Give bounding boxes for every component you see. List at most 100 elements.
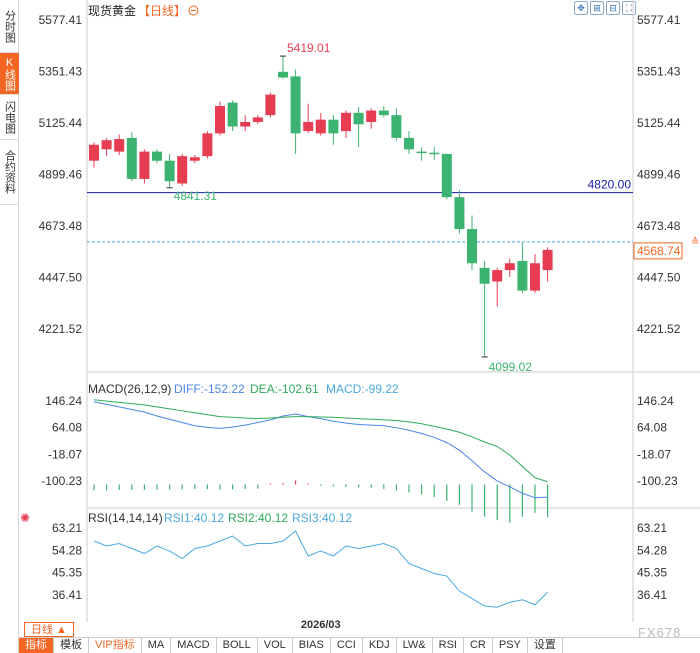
settings-gear-icon[interactable]: ✺ — [20, 511, 30, 525]
candle-body — [504, 263, 515, 271]
last-price-box — [633, 242, 683, 260]
candle-body — [177, 156, 188, 184]
circle-minus-icon[interactable] — [188, 5, 199, 16]
candle-body — [126, 137, 137, 179]
rsi1-legend: RSI1:40.12 — [164, 511, 224, 525]
main-right-tick: 5351.43 — [637, 64, 681, 78]
candle-body — [404, 137, 414, 150]
indicator-1[interactable]: 模板 — [54, 638, 89, 653]
high-label: 5419.01 — [287, 41, 331, 55]
rsi-left-tick: 45.35 — [52, 566, 82, 580]
period-button[interactable]: 日线 ▲ — [24, 622, 74, 637]
candle-body — [290, 76, 301, 134]
main-right-tick: 4673.48 — [637, 219, 681, 233]
candle-body — [252, 117, 263, 122]
tab-0[interactable]: 分时图 — [0, 0, 19, 53]
tab-3[interactable]: 合约资料 — [0, 140, 19, 205]
candle-body — [429, 152, 440, 155]
candle-body — [152, 151, 162, 161]
macd-right-tick: 64.08 — [637, 421, 667, 435]
candle-body — [366, 110, 377, 122]
main-left-tick: 5351.43 — [39, 64, 83, 78]
rsi-right-tick: 45.35 — [637, 566, 667, 580]
candle-body — [215, 106, 225, 134]
indicator-9[interactable]: KDJ — [363, 638, 397, 653]
candle-body — [517, 260, 528, 291]
move-icon[interactable]: ✥ — [574, 1, 588, 15]
macd-left-tick: -100.23 — [41, 474, 82, 488]
candle-body — [479, 267, 490, 284]
indicator-4[interactable]: MACD — [171, 638, 217, 653]
view-tabs: 分时图 K线图 闪电图 合约资料 — [0, 0, 19, 653]
indicator-14[interactable]: 设置 — [528, 638, 563, 653]
bottom-label: 4099.02 — [489, 360, 533, 374]
main-left-tick: 5125.44 — [39, 116, 83, 130]
indicator-6[interactable]: VOL — [258, 638, 293, 653]
candle-body — [265, 94, 276, 116]
indicator-0[interactable]: 指标 — [19, 638, 54, 653]
watermark: FX678 — [638, 625, 682, 640]
main-right-tick: 5125.44 — [637, 116, 681, 130]
candle-body — [89, 144, 99, 161]
rsi3-legend: RSI3:40.12 — [292, 511, 352, 525]
tab-2[interactable]: 闪电图 — [0, 95, 19, 140]
macd-dea-legend: DEA:-102.61 — [250, 382, 319, 396]
macd-diff-legend: DIFF:-152.22 — [174, 382, 245, 396]
macd-dea-line — [93, 399, 548, 483]
candle-body — [114, 139, 125, 152]
indicator-11[interactable]: RSI — [433, 638, 464, 653]
indicator-12[interactable]: CR — [464, 638, 493, 653]
indicator-10[interactable]: LW& — [397, 638, 433, 653]
candle-body — [303, 121, 314, 132]
rsi-right-tick: 63.21 — [637, 521, 667, 535]
indicator-5[interactable]: BOLL — [217, 638, 258, 653]
main-right-tick: 4221.52 — [637, 322, 681, 336]
macd-left-tick: 64.08 — [52, 421, 82, 435]
indicator-13[interactable]: PSY — [493, 638, 528, 653]
candle-body — [467, 229, 477, 264]
candle-body — [328, 119, 339, 134]
main-left-tick: 4673.48 — [39, 219, 83, 233]
main-left-tick: 4221.52 — [39, 322, 83, 336]
main-left-tick: 4447.50 — [39, 271, 83, 285]
indicator-7[interactable]: BIAS — [293, 638, 331, 653]
indicator-2[interactable]: VIP指标 — [89, 638, 142, 653]
candle-body — [189, 157, 200, 161]
candle-body — [164, 160, 175, 182]
indicator-3[interactable]: MA — [142, 638, 172, 653]
rsi-line — [93, 530, 548, 608]
main-left-tick: 5577.41 — [39, 13, 83, 27]
tab-1[interactable]: K线图 — [0, 53, 19, 95]
zoom-out-icon[interactable]: ⊟ — [606, 1, 620, 15]
candle-body — [391, 115, 402, 138]
macd-right-tick: 146.24 — [637, 394, 674, 408]
candle-body — [492, 270, 503, 282]
candle-body — [202, 133, 213, 157]
main-right-tick: 4447.50 — [637, 271, 681, 285]
macd-left-tick: -18.07 — [48, 447, 82, 461]
indicator-8[interactable]: CCI — [331, 638, 363, 653]
period-label: 【日线】 — [138, 4, 187, 18]
x-axis-label: 2026/03 — [301, 619, 341, 631]
macd-diff-line — [93, 401, 548, 499]
rsi-right-tick: 54.28 — [637, 543, 667, 557]
zoom-in-icon[interactable]: ⊞ — [590, 1, 604, 15]
indicator-bar: 指标 模板 VIP指标 MA MACD BOLL VOL BIAS CCI KDJ LW& RSI CR… — [19, 637, 700, 653]
chart-canvas[interactable]: 5577.41 5577.41 5351.43 5351.43 5125.44 5125.… — [0, 0, 700, 637]
support-line-label: 4820.00 — [588, 178, 632, 192]
last-price-marker: ≙ — [691, 236, 699, 248]
main-right-tick: 5577.41 — [637, 13, 681, 27]
rsi-left-tick: 54.28 — [52, 543, 82, 557]
macd-title: MACD(26,12,9) — [88, 382, 171, 396]
macd-right-tick: -100.23 — [637, 474, 678, 488]
main-right-tick: 4899.46 — [637, 168, 681, 182]
candle-body — [227, 102, 238, 127]
macd-value-legend: MACD:-99.22 — [326, 382, 399, 396]
candle-body — [416, 151, 427, 154]
candle-body — [341, 112, 351, 132]
candle-body — [378, 110, 389, 116]
candle-body — [101, 140, 112, 150]
macd-left-tick: 146.24 — [45, 394, 82, 408]
candle-body — [441, 153, 452, 198]
